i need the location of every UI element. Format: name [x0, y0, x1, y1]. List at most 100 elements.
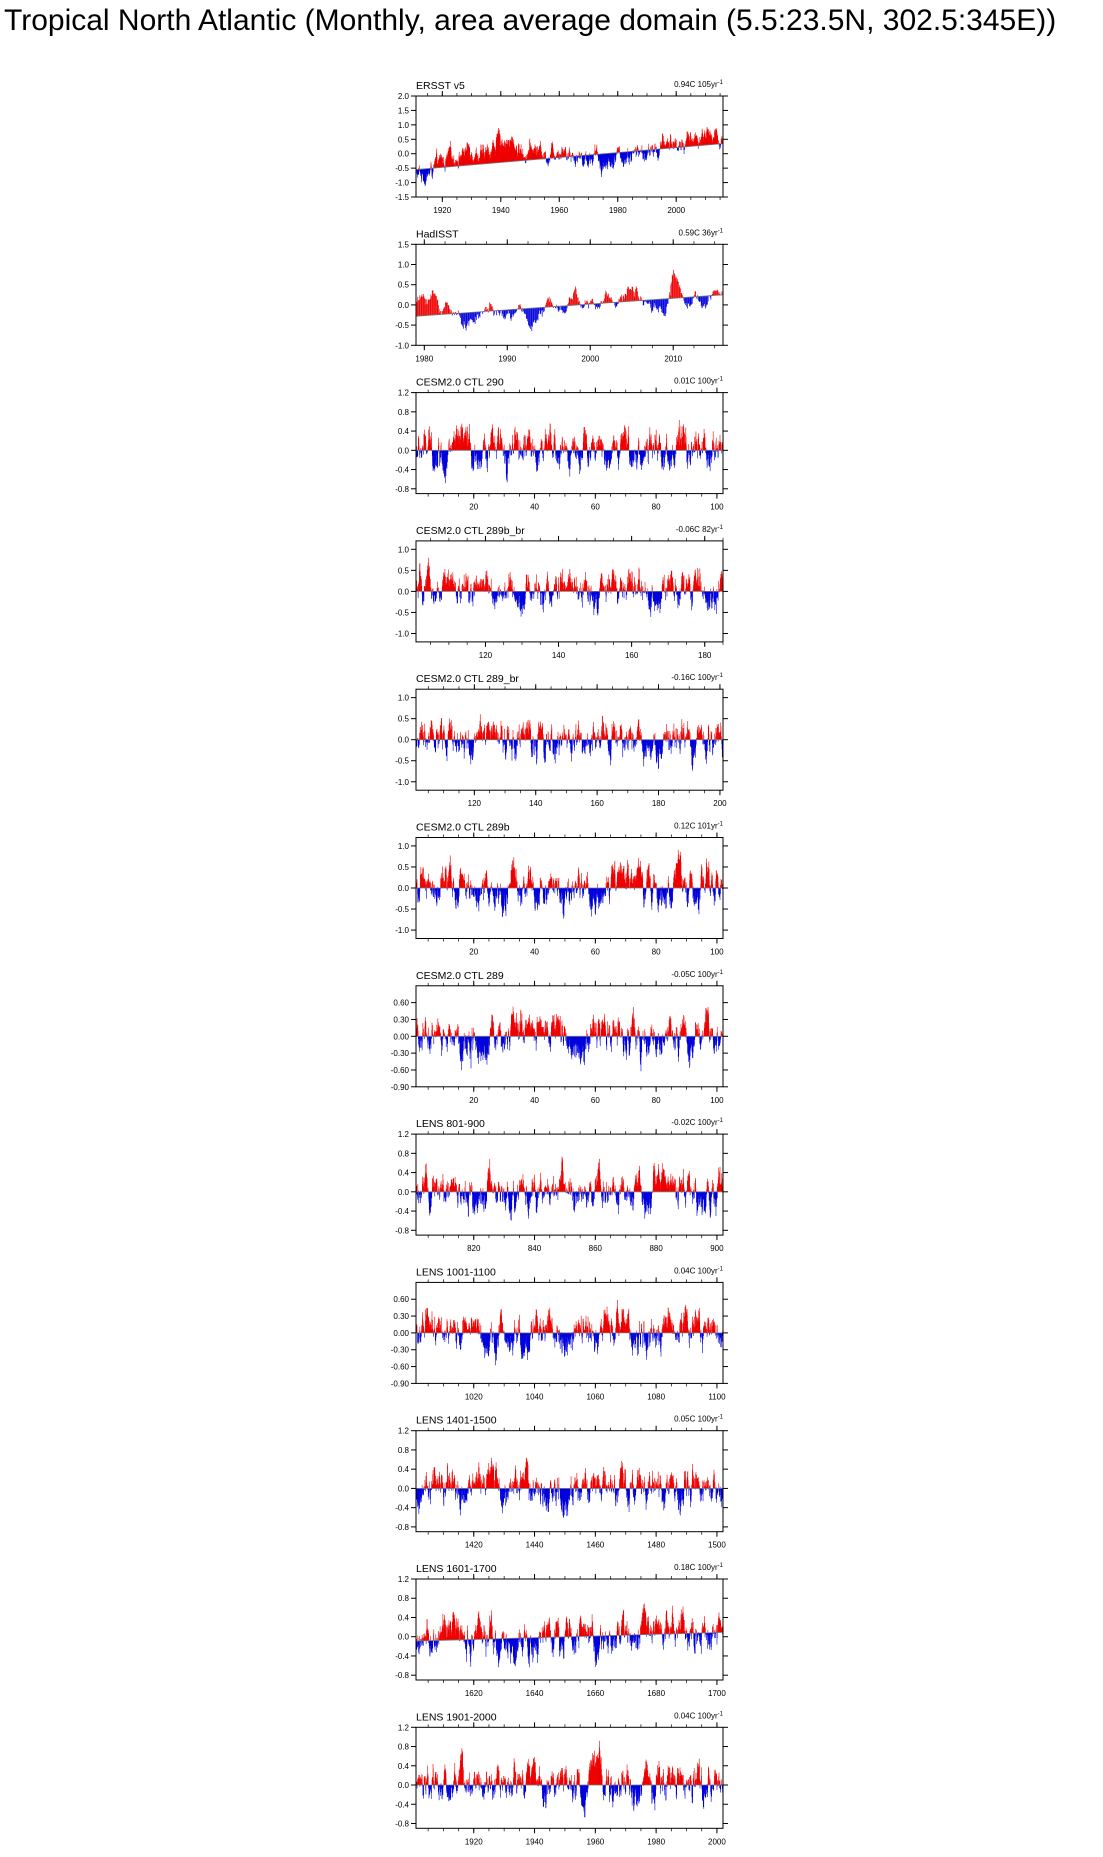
bar	[515, 309, 517, 313]
bar	[666, 437, 668, 451]
bar	[657, 591, 659, 606]
bar	[676, 591, 677, 595]
bar	[501, 730, 503, 740]
bar	[717, 591, 719, 598]
bar	[647, 588, 649, 592]
bar	[684, 297, 686, 305]
bar	[639, 591, 641, 594]
bar	[436, 299, 438, 315]
bar	[439, 739, 440, 741]
bar	[539, 591, 541, 594]
bar	[613, 440, 615, 451]
bar	[598, 591, 600, 596]
bar	[469, 442, 471, 451]
bar	[418, 167, 419, 170]
bar	[506, 589, 508, 592]
bar	[562, 732, 563, 740]
y-tick-label: 0.5	[398, 566, 410, 575]
bar	[430, 578, 431, 592]
bar	[583, 427, 585, 451]
bar	[576, 739, 578, 743]
bar	[713, 591, 715, 602]
bar	[563, 449, 564, 451]
bar	[628, 570, 629, 592]
bar	[608, 574, 610, 592]
bar	[602, 444, 604, 451]
bar	[522, 450, 523, 457]
bar	[442, 579, 443, 592]
bar	[675, 139, 677, 148]
bar	[587, 302, 589, 305]
bar	[592, 739, 593, 751]
bar	[634, 149, 636, 152]
bar	[463, 312, 464, 329]
bar	[517, 591, 519, 607]
bar	[506, 309, 508, 314]
bar	[706, 591, 707, 603]
bar	[438, 731, 440, 740]
bar	[553, 583, 555, 592]
bar	[416, 169, 418, 175]
bar	[641, 580, 642, 592]
bar	[610, 591, 612, 594]
bar	[564, 450, 566, 452]
bar	[533, 591, 534, 595]
bar	[679, 591, 681, 599]
bar	[489, 303, 491, 312]
bar	[562, 450, 564, 454]
bar	[665, 446, 666, 451]
bar	[433, 591, 434, 603]
bar	[680, 584, 682, 592]
bar	[525, 583, 527, 592]
bar	[562, 583, 564, 592]
bar	[579, 303, 581, 305]
bar	[672, 445, 673, 451]
bar	[548, 441, 550, 451]
bar	[638, 150, 640, 157]
bar	[643, 450, 645, 457]
bar	[447, 450, 448, 463]
bar	[609, 585, 611, 592]
bar	[541, 151, 542, 159]
bar	[536, 307, 538, 321]
bar	[525, 435, 527, 451]
bar	[425, 586, 427, 592]
bar	[474, 584, 476, 592]
bar	[560, 581, 562, 592]
bar	[695, 576, 697, 592]
bar	[438, 308, 440, 315]
bar	[611, 579, 613, 592]
bar	[649, 591, 651, 606]
bar	[448, 438, 450, 451]
bar	[539, 448, 541, 451]
bar	[570, 450, 572, 456]
bar	[692, 141, 694, 147]
bar	[473, 312, 475, 322]
bar	[524, 450, 526, 457]
bar	[498, 310, 499, 313]
bar	[576, 445, 577, 451]
bar	[501, 310, 503, 317]
bar	[590, 585, 592, 592]
bar	[638, 298, 640, 301]
bar	[714, 291, 716, 296]
bar	[637, 584, 638, 592]
bar	[622, 588, 624, 592]
bar	[648, 591, 649, 606]
bar	[440, 591, 442, 600]
bar	[589, 739, 590, 754]
y-tick-label: 0.5	[398, 135, 410, 144]
bar	[710, 295, 712, 300]
bars	[416, 557, 724, 617]
bar	[692, 296, 694, 299]
bar	[656, 591, 657, 601]
bar	[456, 591, 457, 594]
bar	[695, 431, 697, 451]
bar	[625, 294, 627, 302]
bar	[442, 157, 443, 168]
bar	[644, 446, 646, 451]
bar	[417, 738, 419, 740]
bar	[641, 145, 643, 151]
bar	[712, 591, 714, 599]
bar	[498, 585, 500, 592]
